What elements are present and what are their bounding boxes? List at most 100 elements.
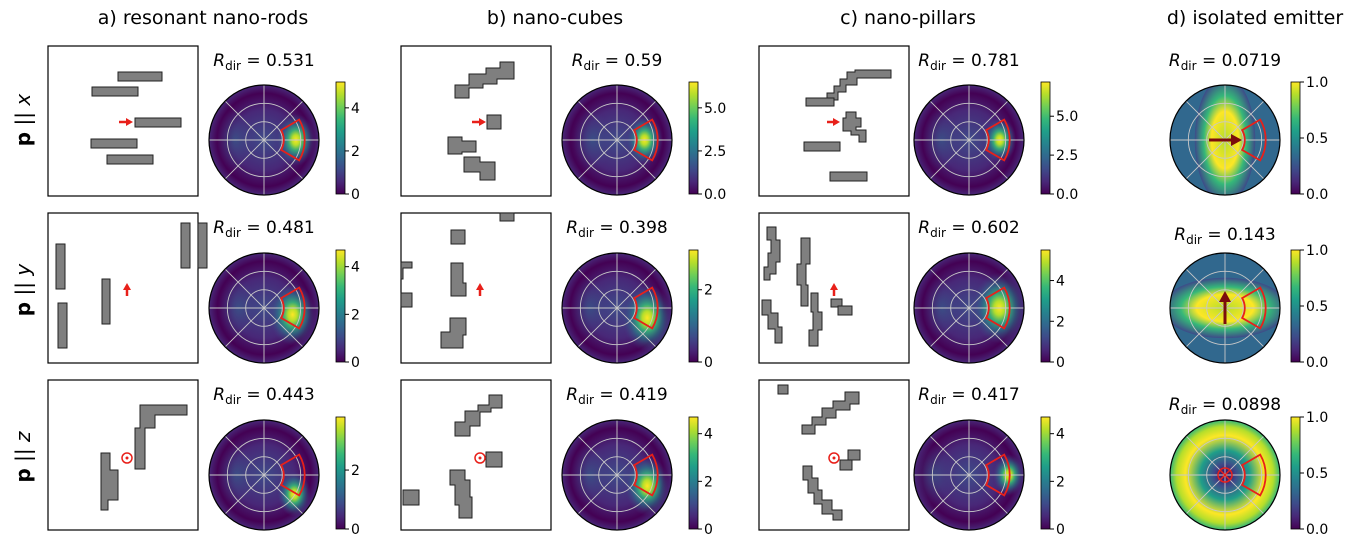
- dipole-arrow-head: [830, 283, 838, 290]
- colorbar: [335, 249, 346, 363]
- r-dir-subscript: dir: [930, 393, 946, 407]
- colorbar-tick-label: 2: [351, 144, 360, 160]
- nanostructure-block: [803, 141, 841, 152]
- nanostructure-block: [837, 305, 853, 316]
- nanostructure-block: [57, 302, 68, 349]
- r-dir-equals: =: [946, 218, 971, 238]
- r-dir-symbol: R: [918, 385, 930, 405]
- nanostructure-block: [839, 459, 853, 471]
- polar-grid: [914, 85, 1024, 195]
- r-dir-symbol: R: [1169, 51, 1181, 71]
- r-dir-symbol: R: [213, 51, 225, 71]
- target-sector: [632, 118, 659, 162]
- r-dir-equals: =: [241, 218, 266, 238]
- structure-panel-b-z: [400, 379, 552, 531]
- colorbar-tick-label: 0: [1056, 355, 1065, 371]
- r-dir-symbol: R: [918, 218, 930, 238]
- structure-panel-a-z: [47, 379, 199, 531]
- colorbar: [1290, 416, 1301, 530]
- r-dir-value: 0.419: [619, 385, 668, 405]
- r-dir-symbol: R: [566, 218, 578, 238]
- colorbar: [688, 81, 699, 195]
- row-label-z: p || z: [11, 431, 35, 483]
- polar-frame: [561, 252, 673, 364]
- polar-plot-d-y: Rdir = 0.143 0.0 0.5 1.0: [1169, 225, 1328, 371]
- colorbar: [1040, 416, 1051, 530]
- nanostructure-block: [106, 154, 154, 165]
- r-dir-value: 0.398: [619, 218, 668, 238]
- nanostructure-block: [801, 391, 860, 435]
- polar-grid: [562, 85, 672, 195]
- target-sector: [632, 286, 659, 330]
- r-dir-subscript: dir: [930, 59, 946, 73]
- row-label-y-sep: ||: [11, 276, 35, 302]
- nanostructure-block: [499, 212, 515, 222]
- dipole-arrow-head: [1219, 291, 1231, 302]
- nanostructure-block: [55, 243, 66, 290]
- colorbar-tick-label: 0: [351, 522, 360, 538]
- polar-grid: [209, 85, 319, 195]
- nanostructure-block: [100, 452, 119, 511]
- nanostructure-block: [802, 465, 843, 521]
- polar-frame: [913, 252, 1025, 364]
- nanostructure-block: [449, 469, 473, 519]
- nanostructure-block: [463, 156, 496, 181]
- colorbar-tick-label: 0.0: [1056, 187, 1078, 203]
- colorbar-tick-label: 1.0: [1306, 75, 1328, 91]
- colorbar-tick-label: 0: [704, 522, 713, 538]
- column-title-c: c) nano-pillars: [840, 7, 976, 29]
- polar-plot-b-x: Rdir = 0.59 0.0 2.5 5.0: [561, 51, 726, 203]
- r-dir-symbol: R: [213, 218, 225, 238]
- colorbar-tick-label: 2: [704, 283, 713, 299]
- dipole-arrow-head: [833, 118, 840, 126]
- row-label-y-axis: y: [11, 263, 35, 277]
- colorbar-tick-label: 0.0: [1306, 522, 1328, 538]
- nanostructure-block: [763, 226, 781, 281]
- colorbar-tick-label: 0.5: [1306, 131, 1328, 147]
- colorbar: [1040, 81, 1051, 195]
- colorbar-tick-label: 0: [704, 355, 713, 371]
- polar-frame: [561, 84, 673, 196]
- polar-frame: [208, 252, 320, 364]
- colorbar: [688, 249, 699, 363]
- nanostructure-block: [842, 111, 867, 143]
- row-label-z-axis: z: [11, 431, 35, 443]
- colorbar-tick-label: 1.0: [1306, 243, 1328, 259]
- structure-panel-c-x: [758, 45, 910, 197]
- nanostructure-block: [402, 489, 420, 506]
- colorbar-tick-label: 0: [351, 187, 360, 203]
- nanostructure-block: [485, 451, 503, 468]
- colorbar: [1290, 81, 1301, 195]
- colorbar: [335, 81, 346, 195]
- r-dir-equals: =: [241, 51, 266, 71]
- nanostructure-block: [134, 117, 182, 128]
- polar-plot-c-x: Rdir = 0.781 0.0 2.5 5.0: [913, 51, 1078, 203]
- r-dir-value: 0.602: [971, 218, 1020, 238]
- r-dir-symbol: R: [572, 51, 584, 71]
- colorbar-tick-label: 4: [351, 260, 360, 276]
- dipole-arrow-head: [123, 283, 131, 290]
- colorbar-tick-label: 2: [351, 463, 360, 479]
- colorbar-tick-label: 0.5: [1306, 466, 1328, 482]
- colorbar-tick-label: 2: [351, 307, 360, 323]
- polar-plot-b-y: Rdir = 0.398 0 2: [561, 218, 713, 371]
- structure-panel-b-x: [400, 45, 552, 197]
- r-dir-equals: =: [241, 385, 266, 405]
- r-dir-title: Rdir = 0.398: [566, 218, 667, 240]
- polar-grid: [209, 253, 319, 363]
- r-dir-value: 0.531: [266, 51, 315, 71]
- nanostructure-block: [400, 292, 413, 308]
- polar-frame: [1169, 419, 1281, 531]
- row-label-x-sep: ||: [11, 106, 35, 132]
- r-dir-subscript: dir: [1181, 403, 1197, 417]
- nanostructure-block: [486, 114, 502, 130]
- colorbar-tick-label: 4: [351, 101, 360, 117]
- r-dir-equals: =: [599, 51, 624, 71]
- nanostructure-block: [91, 86, 139, 97]
- polar-frame: [1169, 252, 1281, 364]
- r-dir-symbol: R: [918, 51, 930, 71]
- r-dir-equals: =: [1197, 51, 1222, 71]
- target-sector: [279, 286, 306, 330]
- colorbar-tick-label: 2: [704, 474, 713, 490]
- polar-grid: [914, 253, 1024, 363]
